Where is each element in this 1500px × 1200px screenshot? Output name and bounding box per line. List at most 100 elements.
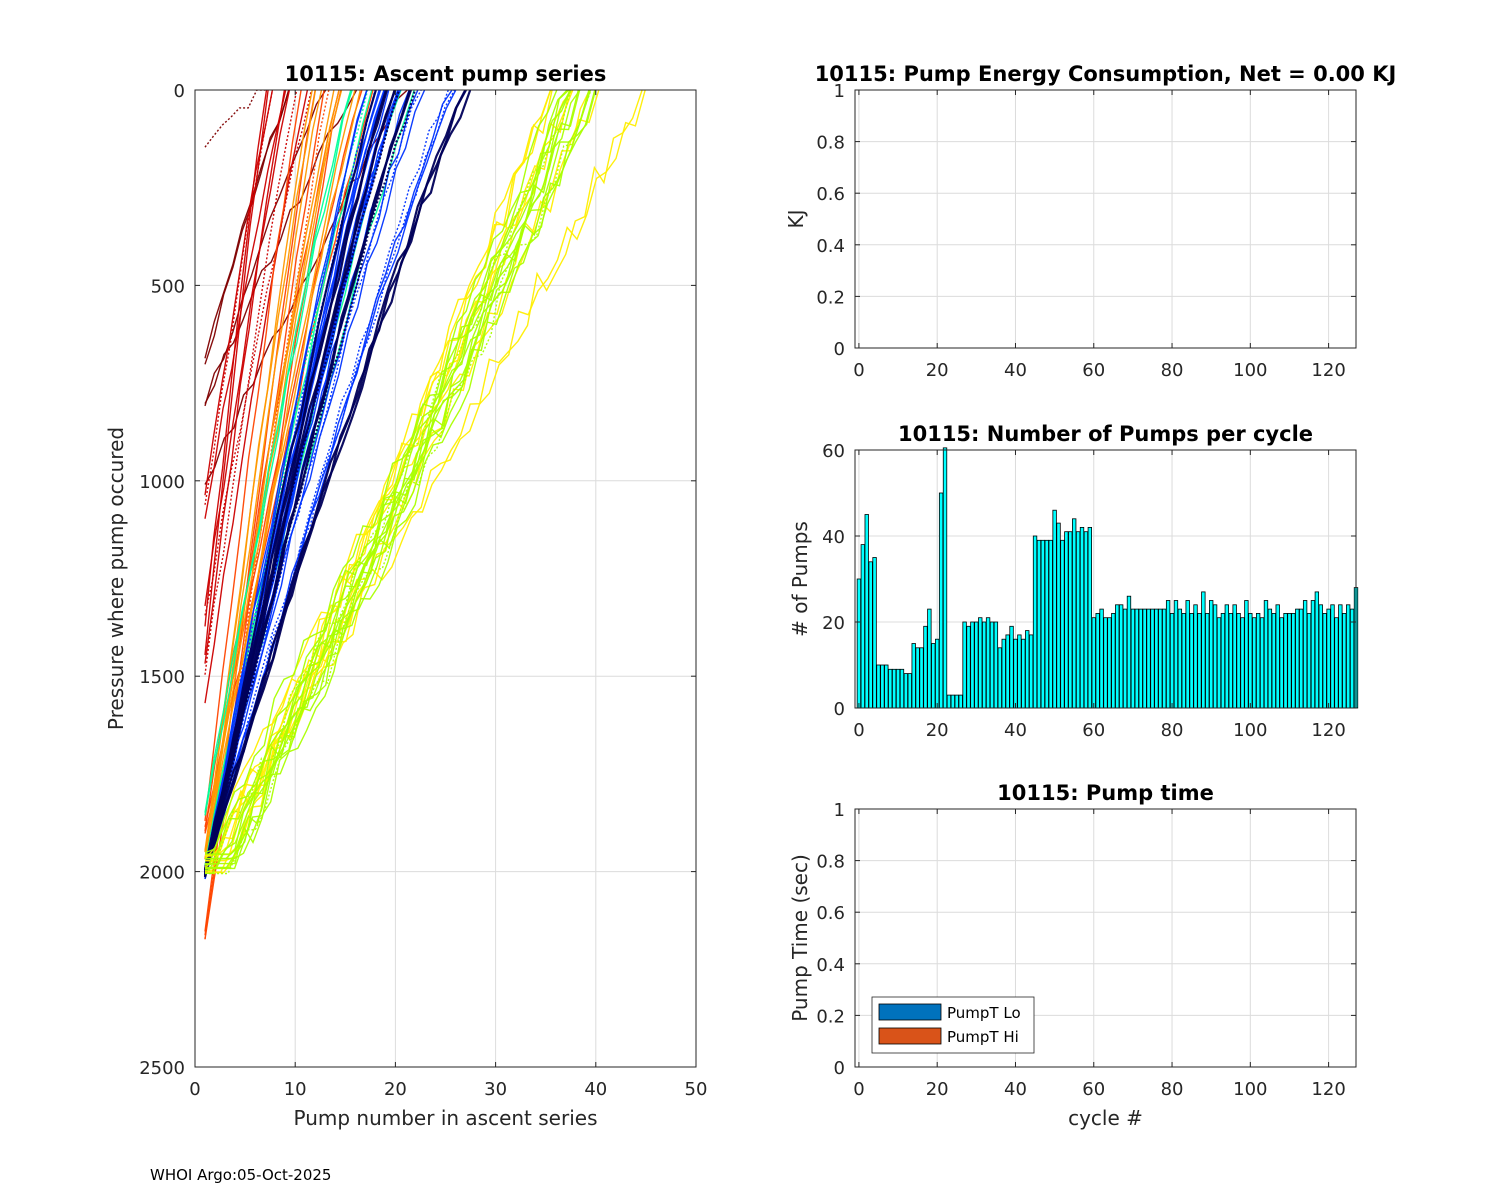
series-line xyxy=(205,90,592,869)
series-line xyxy=(203,90,412,876)
y-tick-label: 0.2 xyxy=(816,287,845,308)
bar xyxy=(895,668,901,709)
series-line xyxy=(203,90,401,870)
bar xyxy=(888,668,893,709)
bar xyxy=(1334,617,1339,709)
series-line xyxy=(205,90,581,865)
bar xyxy=(1177,608,1183,709)
x-tick-label: 100 xyxy=(1233,360,1267,381)
bar xyxy=(1028,634,1034,709)
bar xyxy=(935,638,940,709)
x-tick-label: 20 xyxy=(384,1079,407,1100)
bar xyxy=(860,544,865,709)
x-tick-label: 50 xyxy=(685,1079,708,1100)
bar xyxy=(1099,608,1104,709)
series-line xyxy=(204,90,457,874)
axes-pumps: 0 20 40 60 80 100 120 0 20 40 60 10115: Number of P… xyxy=(788,422,1359,741)
legend-swatch xyxy=(878,1027,942,1045)
bar xyxy=(1263,600,1269,709)
y-axis-label: Pressure where pump occured xyxy=(104,427,128,730)
bar xyxy=(1158,608,1163,709)
series-line xyxy=(205,90,597,870)
bar xyxy=(1232,604,1237,709)
bar xyxy=(1252,617,1257,709)
bar xyxy=(1240,617,1245,709)
bar xyxy=(1146,608,1151,709)
series-line xyxy=(204,90,313,616)
bar xyxy=(966,625,971,709)
bar xyxy=(1173,600,1179,709)
bar xyxy=(1083,531,1089,709)
chart-title: 10115: Pump Energy Consumption, Net = 0.… xyxy=(815,62,1397,86)
footer-credit: WHOI Argo:05-Oct-2025 xyxy=(150,1166,332,1184)
bar xyxy=(1009,625,1014,709)
bar xyxy=(1267,608,1273,709)
bar xyxy=(1111,613,1116,709)
series-line xyxy=(204,90,368,871)
bar xyxy=(946,694,952,709)
x-tick-label: 0 xyxy=(853,720,864,741)
bar xyxy=(1001,638,1006,709)
bar xyxy=(1032,535,1038,709)
bar xyxy=(1060,539,1065,709)
bar xyxy=(1342,613,1347,709)
series-line xyxy=(204,90,274,505)
chart-title: 10115: Pump time xyxy=(997,781,1214,805)
series-line xyxy=(204,90,343,868)
bar xyxy=(872,557,877,709)
series-line xyxy=(205,90,558,855)
bar xyxy=(1224,604,1229,709)
bar xyxy=(1013,638,1018,709)
bar xyxy=(915,647,920,709)
bar xyxy=(1165,600,1171,709)
bar xyxy=(993,621,999,709)
bar xyxy=(1346,604,1351,709)
x-tick-label: 40 xyxy=(1004,1079,1027,1100)
x-tick-label: 120 xyxy=(1311,360,1345,381)
bar xyxy=(1118,604,1124,709)
x-tick-label: 80 xyxy=(1161,360,1184,381)
bar xyxy=(1220,613,1226,709)
bar xyxy=(1095,613,1100,709)
x-tick-label: 60 xyxy=(1082,720,1105,741)
bar xyxy=(1103,617,1108,709)
bar xyxy=(1193,604,1198,709)
bar xyxy=(1302,600,1308,709)
axes-frame xyxy=(854,808,1357,1068)
bar xyxy=(1048,539,1053,709)
bar xyxy=(1169,613,1175,709)
legend-label: PumpT Lo xyxy=(947,1004,1021,1022)
x-tick-label: 80 xyxy=(1161,720,1184,741)
series-line xyxy=(205,90,592,875)
bar xyxy=(1201,591,1206,709)
series-line xyxy=(204,90,352,813)
bar xyxy=(954,694,959,709)
bar xyxy=(1318,604,1323,709)
bar xyxy=(1091,617,1096,709)
bar xyxy=(1126,595,1132,709)
series-line xyxy=(205,90,572,865)
series-line xyxy=(205,90,579,871)
bar xyxy=(1275,604,1280,709)
y-tick-label: 0 xyxy=(834,699,845,720)
chart-title: 10115: Number of Pumps per cycle xyxy=(898,422,1313,446)
x-tick-label: 0 xyxy=(853,1079,864,1100)
x-tick-label: 40 xyxy=(1004,720,1027,741)
series-line xyxy=(204,90,302,821)
bar xyxy=(1115,604,1120,709)
bar xyxy=(864,514,869,709)
bars xyxy=(856,447,1359,709)
bar xyxy=(1107,617,1112,709)
x-tick-label: 30 xyxy=(484,1079,507,1100)
bar xyxy=(1299,608,1304,709)
series-lines xyxy=(203,90,646,940)
bar xyxy=(985,617,991,709)
x-tick-label: 40 xyxy=(1004,360,1027,381)
y-tick-label: 2000 xyxy=(139,863,185,884)
bar xyxy=(1212,604,1218,709)
bar xyxy=(1162,608,1167,709)
bar xyxy=(1338,604,1343,709)
series-line xyxy=(204,90,286,664)
